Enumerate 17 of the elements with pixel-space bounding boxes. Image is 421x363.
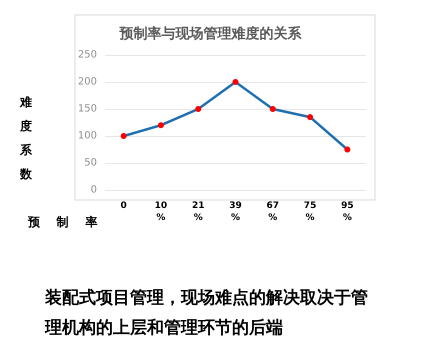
y-tick-label: 0 [90,184,97,196]
y-tick-label: 200 [78,76,97,88]
text: 装配式项目管理，现场难点的解决取决于管理机构的上层和管理环节的后端 [44,288,368,338]
y-tick-label: 50 [84,158,97,168]
x-tick-label: 67% [266,201,280,223]
x-tick-label: 21% [192,201,204,223]
x-tick-label: 75% [304,201,316,223]
chart-title: 预制率与现场管理难度的关系 [118,25,302,42]
x-tick-label: 10% [154,201,168,223]
y-tick-label: 150 [78,104,97,114]
x-tick-label: 0 [120,201,127,211]
y-tick-label: 250 [78,50,97,60]
x-tick-label: 39% [229,201,242,223]
y-axis-title: 难度系数 [19,95,33,181]
y-tick-label: 100 [78,130,97,142]
x-tick-label: 95% [341,201,354,223]
x-axis-title: 预 制 率 [27,215,98,229]
